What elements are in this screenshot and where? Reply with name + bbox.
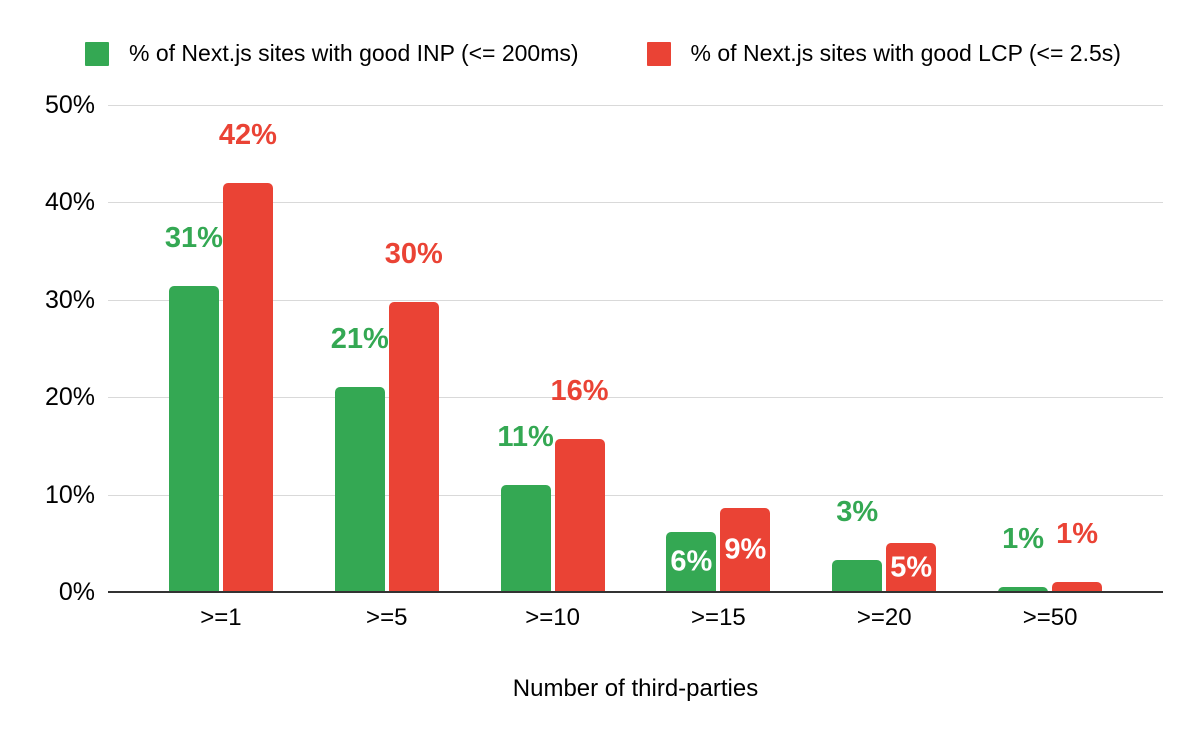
y-tick-label: 10% xyxy=(44,480,95,509)
bar-lcp->=50: 1% xyxy=(1052,520,1103,592)
bar-lcp->=15: 9% xyxy=(720,508,771,592)
bar-value-label: 9% xyxy=(724,533,767,566)
x-tick-label: >=50 xyxy=(1022,604,1078,631)
x-axis: >=1 >=5 >=10 >=15 >=20 >=50 xyxy=(108,602,1163,634)
bar-group->=20: 3% 5% xyxy=(801,105,967,592)
bar-value-label: 31% xyxy=(164,222,223,255)
x-tick-label: >=1 xyxy=(200,604,242,631)
bar-value-label: 11% xyxy=(497,420,554,453)
legend-label-inp: % of Next.js sites with good INP (<= 200… xyxy=(129,40,579,66)
bar-group->=15: 6% 9% xyxy=(635,105,801,592)
x-tick-label: >=20 xyxy=(856,604,912,631)
y-tick-label: 20% xyxy=(44,383,95,412)
gridline xyxy=(108,299,1163,301)
legend-swatch-green xyxy=(85,41,109,66)
gridline xyxy=(108,202,1163,204)
bar-value-label: 16% xyxy=(550,375,609,408)
bar-group->=5: 21% 30% xyxy=(304,105,470,592)
bar-lcp->=10: 16% xyxy=(551,377,609,592)
chart-legend: % of Next.js sites with good INP (<= 200… xyxy=(85,40,1121,67)
legend-item-inp: % of Next.js sites with good INP (<= 200… xyxy=(85,40,579,67)
gridline xyxy=(108,397,1163,399)
bar-inp->=1: 31% xyxy=(165,224,223,592)
legend-label-lcp: % of Next.js sites with good LCP (<= 2.5… xyxy=(690,40,1121,66)
bar-group->=1: 31% 42% xyxy=(138,105,304,592)
legend-swatch-red xyxy=(646,41,671,66)
bar-value-label: 3% xyxy=(836,495,879,528)
bar-value-label: 1% xyxy=(1056,518,1099,551)
bar-lcp->=5: 30% xyxy=(385,239,443,592)
y-tick-label: 0% xyxy=(58,578,95,606)
bar-value-label: 42% xyxy=(218,118,277,151)
y-tick-label: 50% xyxy=(44,91,95,119)
bar-group->=10: 11% 16% xyxy=(470,105,636,592)
bars-container: 31% 42% 21% 30% 11% 16% 6% 9% 3% 5% 1% 1% xyxy=(108,105,1163,592)
legend-item-lcp: % of Next.js sites with good LCP (<= 2.5… xyxy=(646,40,1121,67)
bar-value-label: 6% xyxy=(670,545,713,578)
bar-value-label: 30% xyxy=(384,237,443,270)
bar-value-label: 1% xyxy=(1002,523,1045,556)
x-tick-label: >=15 xyxy=(691,604,746,631)
gridline xyxy=(108,494,1163,496)
bar-inp->=15: 6% xyxy=(666,531,717,592)
x-axis-title: Number of third-parties xyxy=(512,675,759,702)
bar-value-label: 21% xyxy=(330,323,389,356)
plot-area: 31% 42% 21% 30% 11% 16% 6% 9% 3% 5% 1% 1% xyxy=(108,105,1163,593)
x-tick-label: >=5 xyxy=(366,604,408,631)
gridline xyxy=(108,105,1163,106)
y-axis: 0% 10% 20% 30% 40% 50% xyxy=(0,92,95,605)
bar-lcp->=1: 42% xyxy=(219,120,277,592)
x-axis-line xyxy=(108,591,1163,593)
x-tick-label: >=10 xyxy=(525,604,580,631)
bar-inp->=5: 21% xyxy=(331,325,389,592)
bar-lcp->=20: 5% xyxy=(886,543,937,592)
y-tick-label: 40% xyxy=(44,188,95,217)
bar-inp->=20: 3% xyxy=(832,497,883,592)
bar-group->=50: 1% 1% xyxy=(967,105,1133,592)
bar-value-label: 5% xyxy=(890,551,933,584)
bar-inp->=10: 11% xyxy=(497,422,554,592)
y-tick-label: 30% xyxy=(44,285,95,314)
bar-inp->=50: 1% xyxy=(998,525,1049,592)
